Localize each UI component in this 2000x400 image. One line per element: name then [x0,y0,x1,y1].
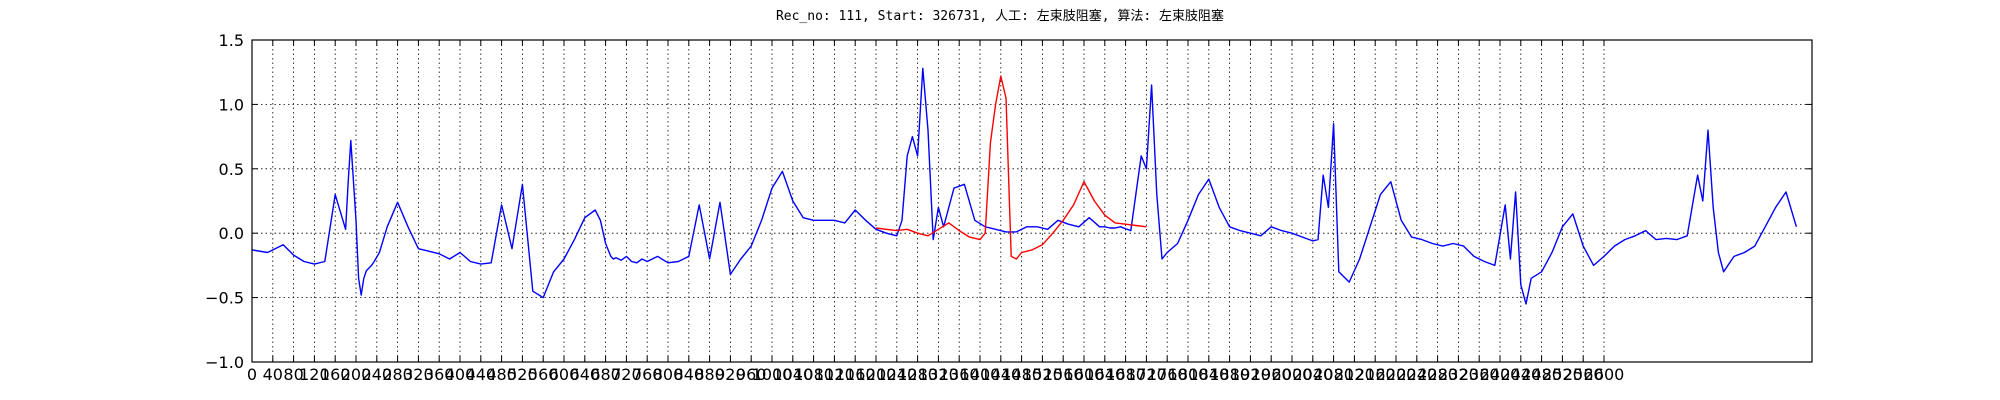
x-tick-label: 840 [674,365,705,384]
x-tick-label: 680 [590,365,621,384]
x-tick-label: 2600 [1584,365,1625,384]
x-tick-label: 320 [403,365,434,384]
x-tick-label: 480 [486,365,517,384]
y-tick-label: 1.0 [219,95,244,114]
x-tick-label: 2400 [1480,365,1521,384]
x-tick-label: 80 [283,365,303,384]
x-tick-label: 1560 [1043,365,1084,384]
x-tick-label: 1680 [1105,365,1146,384]
x-tick-label: 1400 [960,365,1001,384]
x-tick-label: 2360 [1459,365,1500,384]
x-tick-label: 2320 [1438,365,1479,384]
x-tick-label: 1000 [752,365,793,384]
x-tick-label: 1600 [1064,365,1105,384]
x-tick-label: 800 [653,365,684,384]
x-tick-label: 2000 [1272,365,1313,384]
x-tick-label: 2480 [1521,365,1562,384]
x-tick-label: 0 [247,365,257,384]
x-tick-label: 400 [445,365,476,384]
x-tick-label: 240 [362,365,393,384]
y-tick-label: −1.0 [205,353,244,372]
x-tick-label: 1120 [814,365,855,384]
x-tick-label: 1840 [1188,365,1229,384]
x-tick-label: 880 [694,365,725,384]
x-tick-label: 560 [528,365,559,384]
x-tick-label: 1240 [876,365,917,384]
y-tick-label: 0.5 [219,160,244,179]
x-tick-label: 2440 [1500,365,1541,384]
x-tick-label: 1640 [1084,365,1125,384]
x-tick-label: 600 [549,365,580,384]
x-tick-label: 2120 [1334,365,1375,384]
x-tick-label: 1760 [1147,365,1188,384]
chart-title: Rec_no: 111, Start: 326731, 人工: 左束肢阻塞, 算… [776,8,1224,24]
x-tick-label: 1200 [856,365,897,384]
x-tick-label: 280 [382,365,413,384]
y-tick-label: 0.0 [219,224,244,243]
x-tick-label: 2280 [1417,365,1458,384]
x-tick-label: 960 [736,365,767,384]
plot-frame [251,39,1813,363]
x-tick-label: 1360 [939,365,980,384]
x-tick-label: 2520 [1542,365,1583,384]
x-tick-label: 1440 [980,365,1021,384]
x-tick-label: 40 [263,365,283,384]
series-line-0 [251,67,1798,305]
x-tick-label: 2080 [1313,365,1354,384]
y-tick-label: 1.5 [219,31,244,50]
x-tick-label: 760 [632,365,663,384]
x-tick-label: 1960 [1251,365,1292,384]
x-tick-label: 1520 [1022,365,1063,384]
x-tick-label: 1040 [772,365,813,384]
x-tick-label: 1880 [1209,365,1250,384]
x-tick-label: 520 [507,365,538,384]
x-tick-label: 1920 [1230,365,1271,384]
x-tick-label: 160 [320,365,351,384]
x-tick-label: 1320 [918,365,959,384]
x-tick-label: 1800 [1168,365,1209,384]
x-tick-label: 360 [424,365,455,384]
grid-lines [252,40,1812,362]
x-tick-label: 120 [299,365,330,384]
x-tick-label: 2040 [1292,365,1333,384]
x-tick-label: 640 [570,365,601,384]
x-tick-label: 2560 [1563,365,1604,384]
x-tick-label: 1720 [1126,365,1167,384]
series-group [251,67,1798,305]
x-tick-label: 920 [715,365,746,384]
x-tick-label: 1160 [835,365,876,384]
x-tick-label: 1480 [1001,365,1042,384]
series-line-1 [875,75,1147,260]
x-tick-label: 2240 [1396,365,1437,384]
x-tick-label: 200 [341,365,372,384]
x-tick-label: 2200 [1376,365,1417,384]
x-tick-label: 720 [611,365,642,384]
x-tick-label: 1080 [793,365,834,384]
x-tick-label: 2160 [1355,365,1396,384]
x-tick-label: 1280 [897,365,938,384]
x-axis: 0 40 8012016020024028032036040044048052056… [247,40,1624,384]
y-axis: −1.0 −0.5 0.0 0.5 1.0 1.5 [205,31,1812,372]
y-tick-label: −0.5 [205,289,244,308]
x-tick-label: 440 [466,365,497,384]
